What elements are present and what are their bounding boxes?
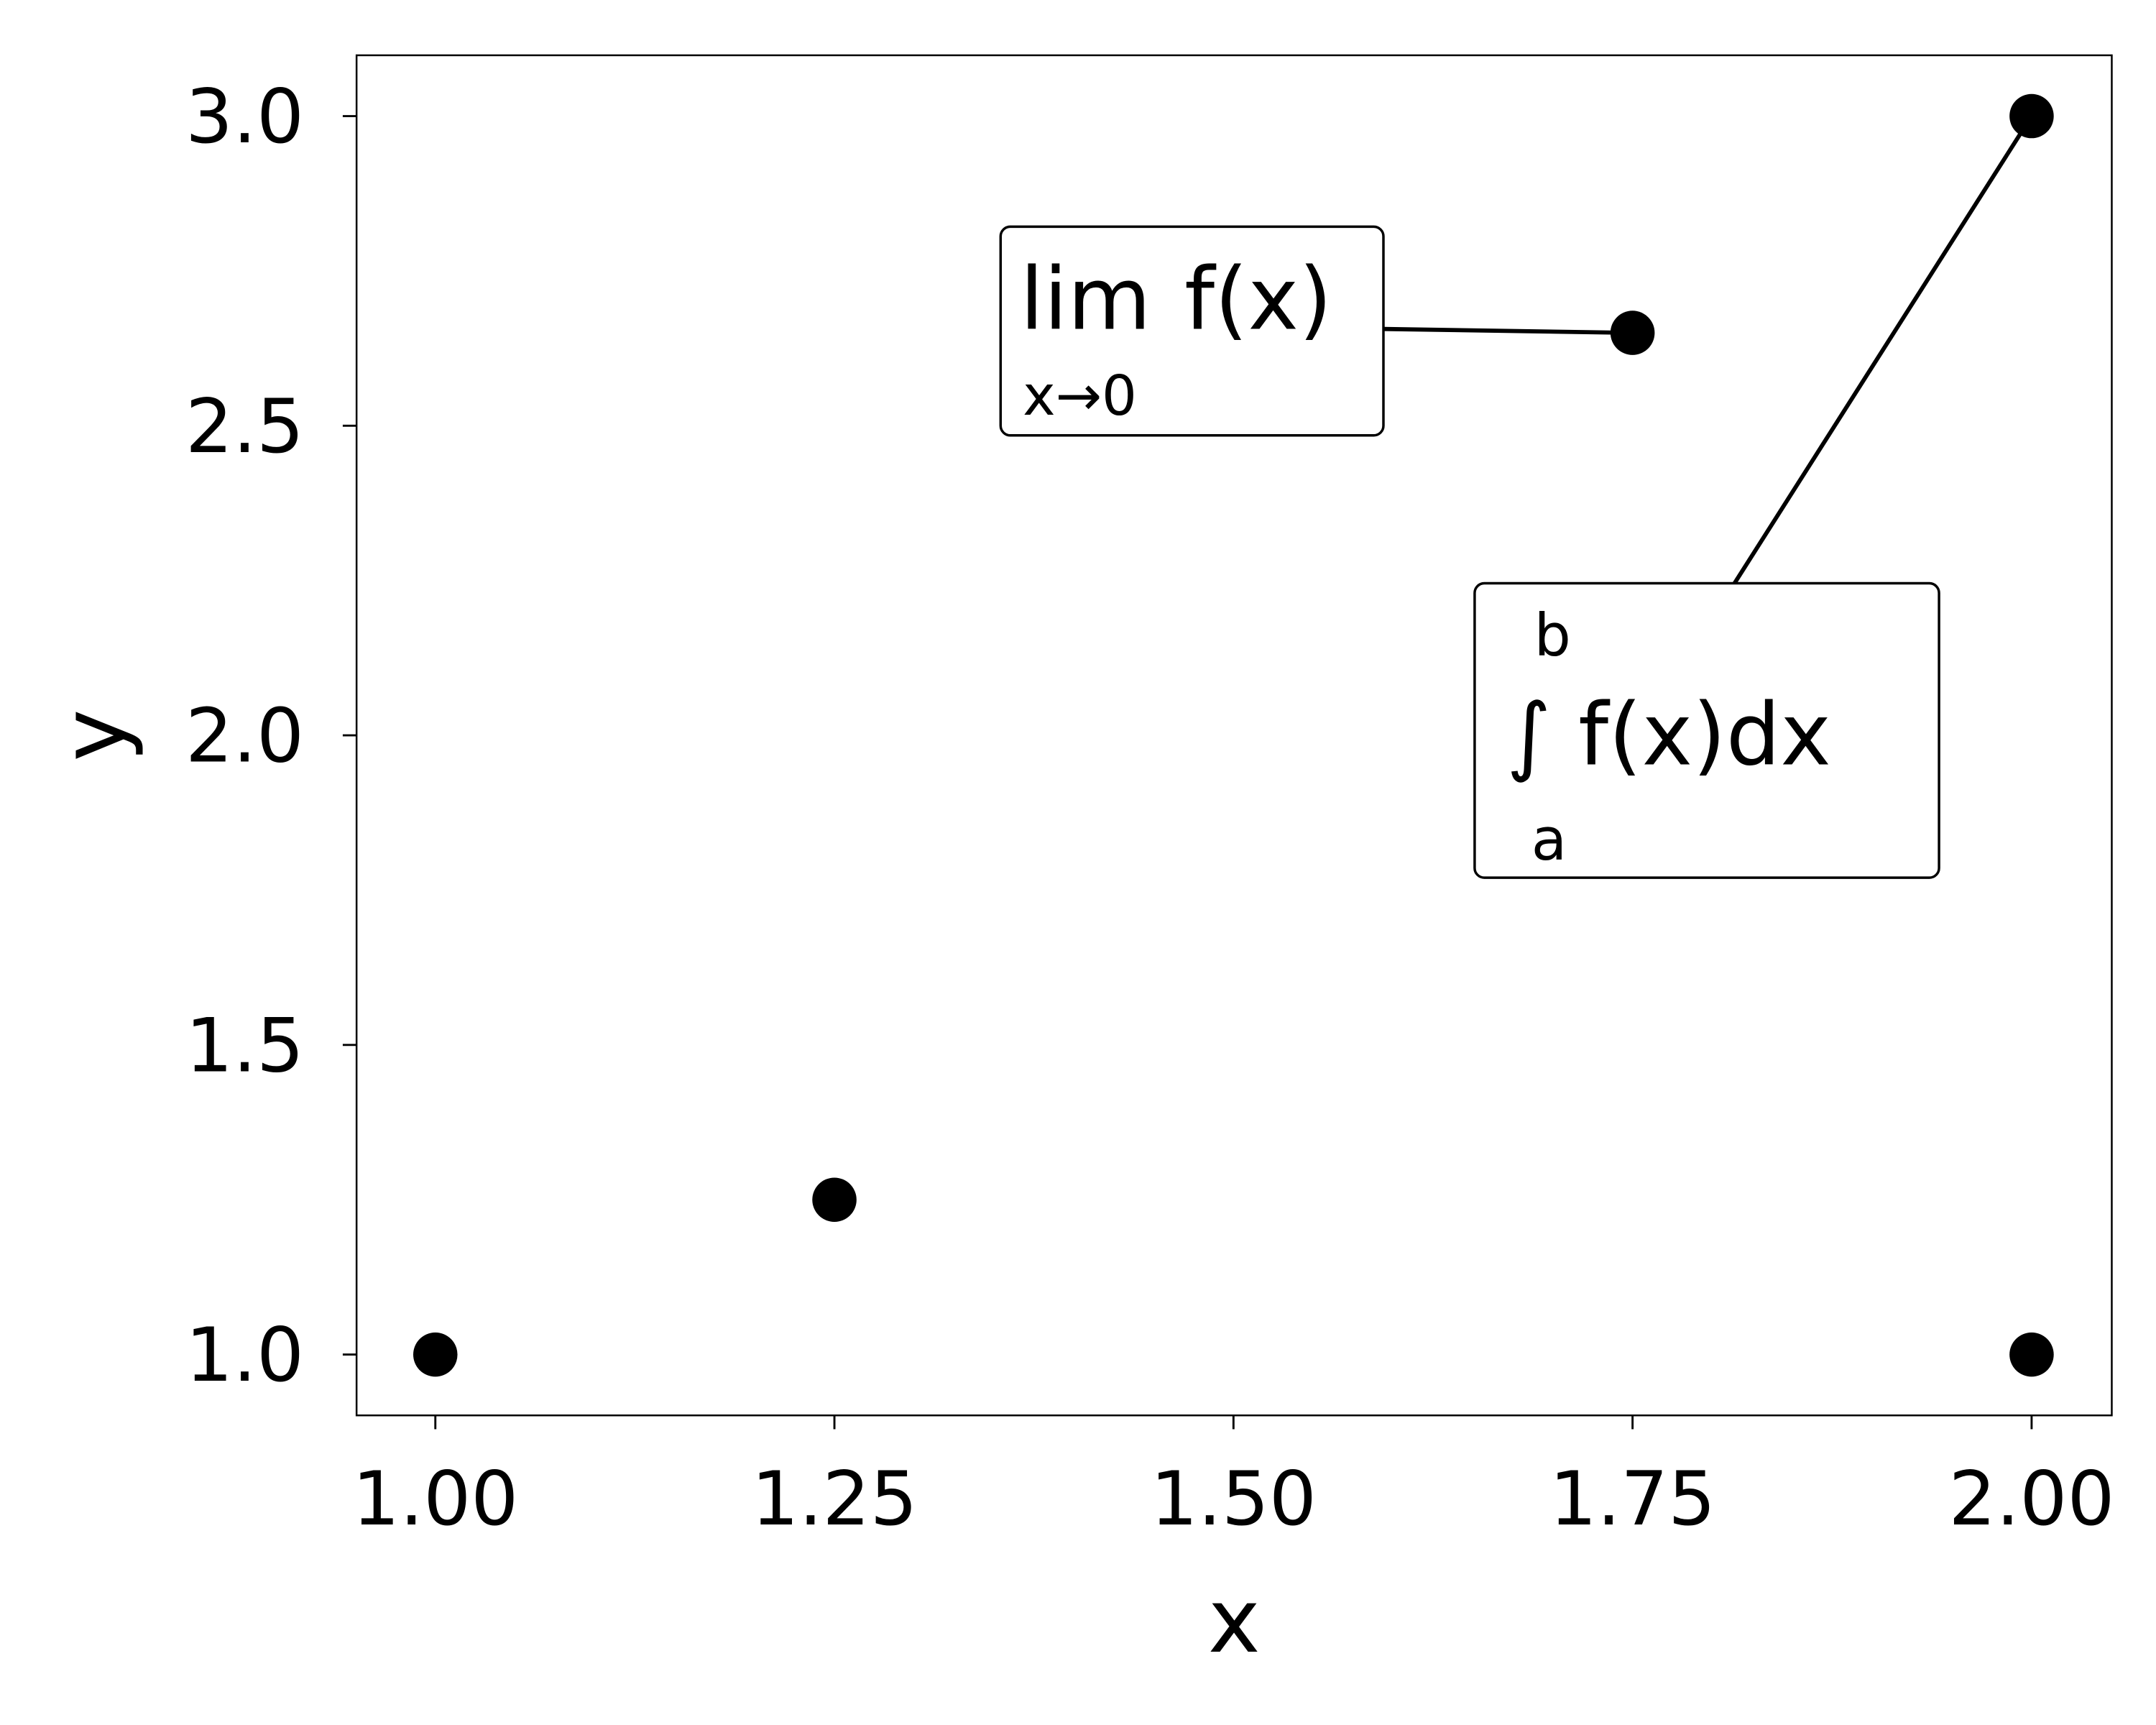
data-point — [812, 1177, 857, 1222]
annotation-box-limit — [999, 225, 1385, 437]
annotation-connector-integral — [1733, 114, 2034, 585]
limit-subscript: x→0 — [1023, 364, 1137, 428]
data-point — [2009, 1332, 2054, 1377]
annotation-limit: lim f(x) x→0 — [999, 225, 1385, 437]
y-tick-label: 2.0 — [185, 694, 304, 780]
y-tick-label: 1.0 — [185, 1312, 304, 1399]
annotation-box-integral — [1473, 581, 1940, 879]
limit-function: f(x) — [1184, 250, 1332, 350]
y-axis-label: y — [43, 709, 146, 762]
x-tick-label: 1.50 — [1151, 1456, 1317, 1542]
x-axis-label: x — [1208, 1570, 1261, 1673]
annotation-integral: b ∫ f(x)dx a — [1473, 581, 1940, 879]
x-tick-label: 1.25 — [751, 1456, 917, 1542]
integral-expression: ∫ f(x)dx — [1506, 685, 1831, 785]
x-tick-label: 2.00 — [1948, 1456, 2114, 1542]
y-tick-label: 3.0 — [185, 74, 304, 160]
y-tick-label: 2.5 — [185, 384, 304, 470]
data-point — [413, 1332, 458, 1377]
x-tick-label: 1.75 — [1549, 1456, 1715, 1542]
integral-upper-limit: b — [1534, 602, 1571, 670]
limit-word: lim — [1020, 250, 1151, 350]
y-tick-label: 1.5 — [185, 1003, 304, 1089]
x-tick-label: 1.00 — [352, 1456, 518, 1542]
annotation-connector-limit — [1383, 326, 1633, 335]
data-point — [1610, 310, 1655, 355]
integral-lower-limit: a — [1531, 806, 1567, 874]
data-point — [2009, 93, 2054, 139]
